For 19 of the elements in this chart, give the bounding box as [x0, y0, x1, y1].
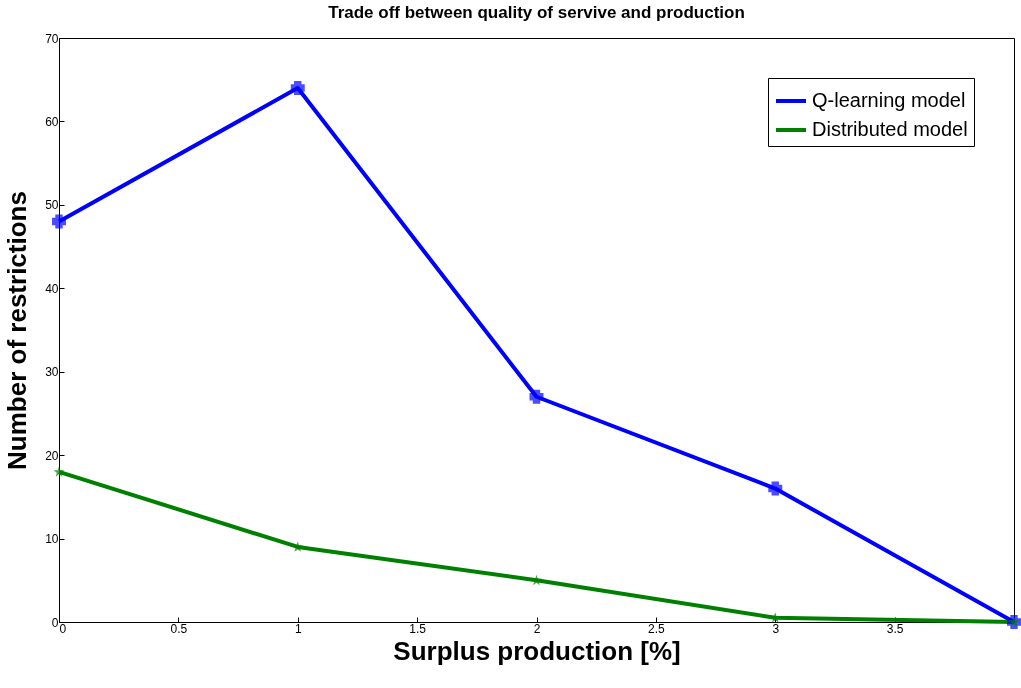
x-tick-label: 2.5 [648, 621, 666, 636]
x-tick-label: 1 [294, 621, 302, 636]
x-axis-title: Surplus production [%] [393, 635, 681, 666]
y-tick-label: 70 [45, 31, 59, 46]
legend-label: Distributed model [812, 118, 968, 140]
y-tick-label: 30 [45, 365, 59, 380]
x-tick-label: 2 [533, 621, 541, 636]
y-tick-label: 20 [45, 448, 59, 463]
x-tick-label: 0.5 [170, 621, 188, 636]
y-tick-label: 10 [45, 532, 59, 547]
y-tick-label: 50 [45, 198, 59, 213]
x-tick-label: 3.5 [886, 621, 904, 636]
legend-label: Q-learning model [812, 89, 966, 111]
y-tick-label: 40 [45, 281, 59, 296]
y-axis-title: Number of restrictions [2, 191, 33, 470]
y-tick-label: 60 [45, 114, 59, 129]
x-tick-label: 1.5 [409, 621, 427, 636]
x-tick-label: 3 [772, 621, 780, 636]
chart-title: Trade off between quality of servive and production [328, 3, 745, 22]
